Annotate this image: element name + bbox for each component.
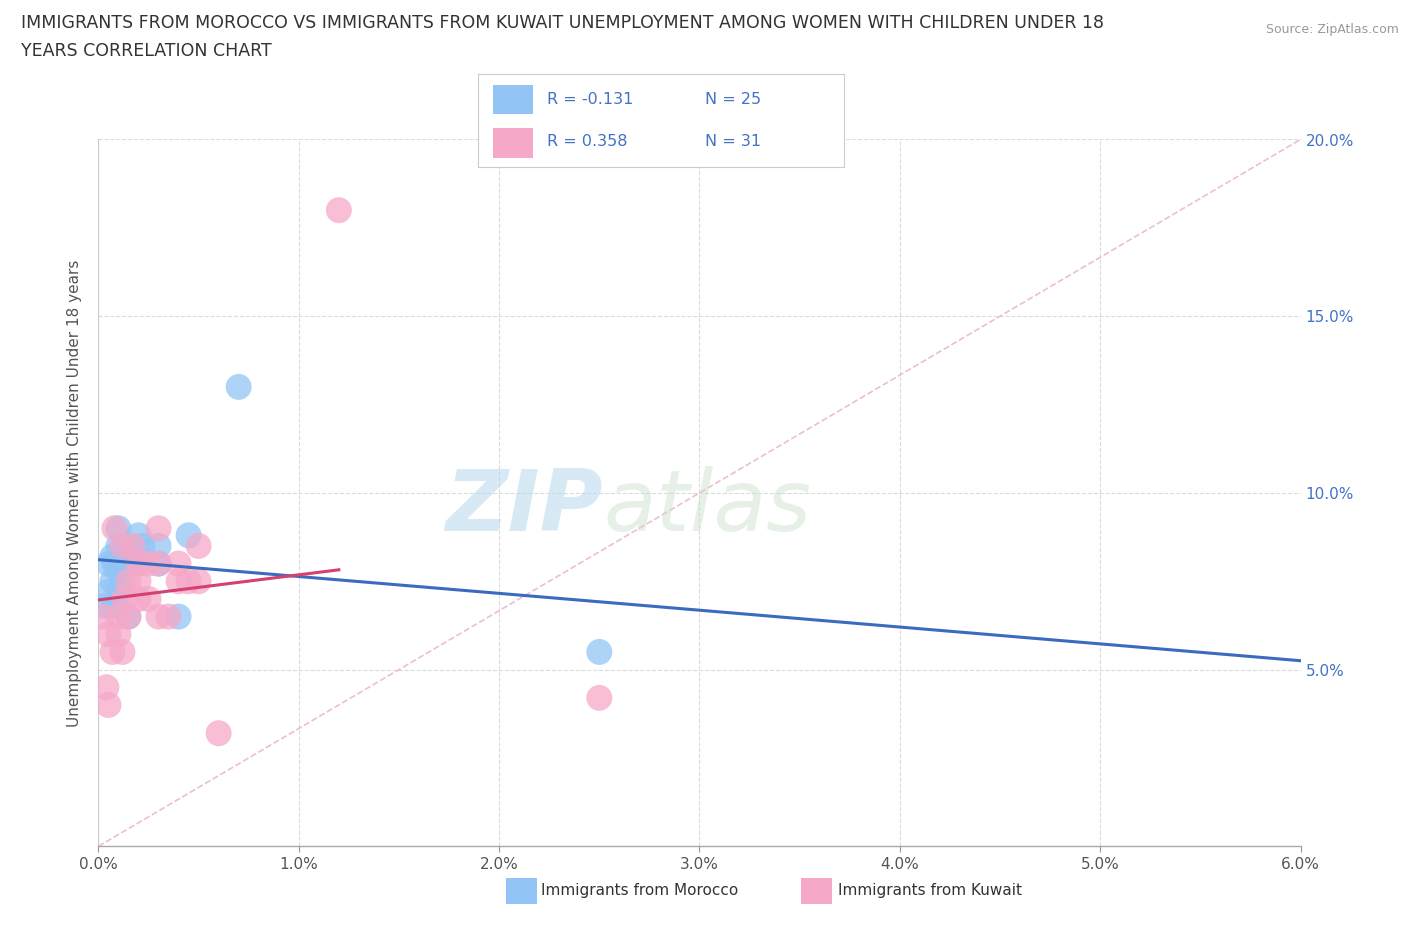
Y-axis label: Unemployment Among Women with Children Under 18 years: Unemployment Among Women with Children U… [67,259,83,726]
Point [328,203,350,218]
Point [128,549,150,564]
Point [138,591,160,606]
Point [101,574,124,589]
Point [107,564,129,578]
Point [117,549,139,564]
Point [107,521,129,536]
Point [103,521,125,536]
Point [103,599,125,614]
Point [107,584,129,599]
Point [97,584,120,599]
Point [124,556,146,571]
Point [228,379,250,394]
Point [111,644,134,659]
Point [208,725,231,740]
Point [167,574,190,589]
Point [588,690,610,705]
Text: N = 25: N = 25 [704,92,761,107]
Point [148,609,170,624]
Point [96,680,118,695]
Point [148,556,170,571]
Point [107,538,129,553]
Text: Immigrants from Morocco: Immigrants from Morocco [541,884,738,898]
Text: IMMIGRANTS FROM MOROCCO VS IMMIGRANTS FROM KUWAIT UNEMPLOYMENT AMONG WOMEN WITH : IMMIGRANTS FROM MOROCCO VS IMMIGRANTS FR… [21,14,1104,32]
FancyBboxPatch shape [492,85,533,114]
Point [107,627,129,642]
Point [121,538,143,553]
Point [148,538,170,553]
Text: R = 0.358: R = 0.358 [547,134,628,149]
Point [187,574,209,589]
Text: atlas: atlas [603,466,811,549]
Point [128,574,150,589]
Point [138,556,160,571]
Point [97,627,120,642]
Point [117,609,139,624]
Point [91,609,114,624]
Point [114,538,136,553]
Text: Source: ZipAtlas.com: Source: ZipAtlas.com [1265,23,1399,36]
Point [111,538,134,553]
Point [128,591,150,606]
Text: Immigrants from Kuwait: Immigrants from Kuwait [838,884,1022,898]
Point [93,599,115,614]
Point [157,609,180,624]
Point [128,556,150,571]
Point [111,574,134,589]
Text: YEARS CORRELATION CHART: YEARS CORRELATION CHART [21,42,271,60]
Text: R = -0.131: R = -0.131 [547,92,634,107]
Point [177,528,200,543]
Text: N = 31: N = 31 [704,134,761,149]
Point [101,549,124,564]
FancyBboxPatch shape [492,128,533,158]
Point [177,574,200,589]
Point [114,591,136,606]
Text: ZIP: ZIP [446,466,603,549]
Point [103,556,125,571]
Point [128,528,150,543]
Point [167,556,190,571]
Point [148,556,170,571]
Point [148,521,170,536]
Point [167,609,190,624]
Point [107,609,129,624]
Point [588,644,610,659]
Point [117,574,139,589]
Point [97,556,120,571]
Point [117,609,139,624]
Point [187,538,209,553]
Point [131,538,153,553]
Point [97,698,120,712]
Point [101,644,124,659]
